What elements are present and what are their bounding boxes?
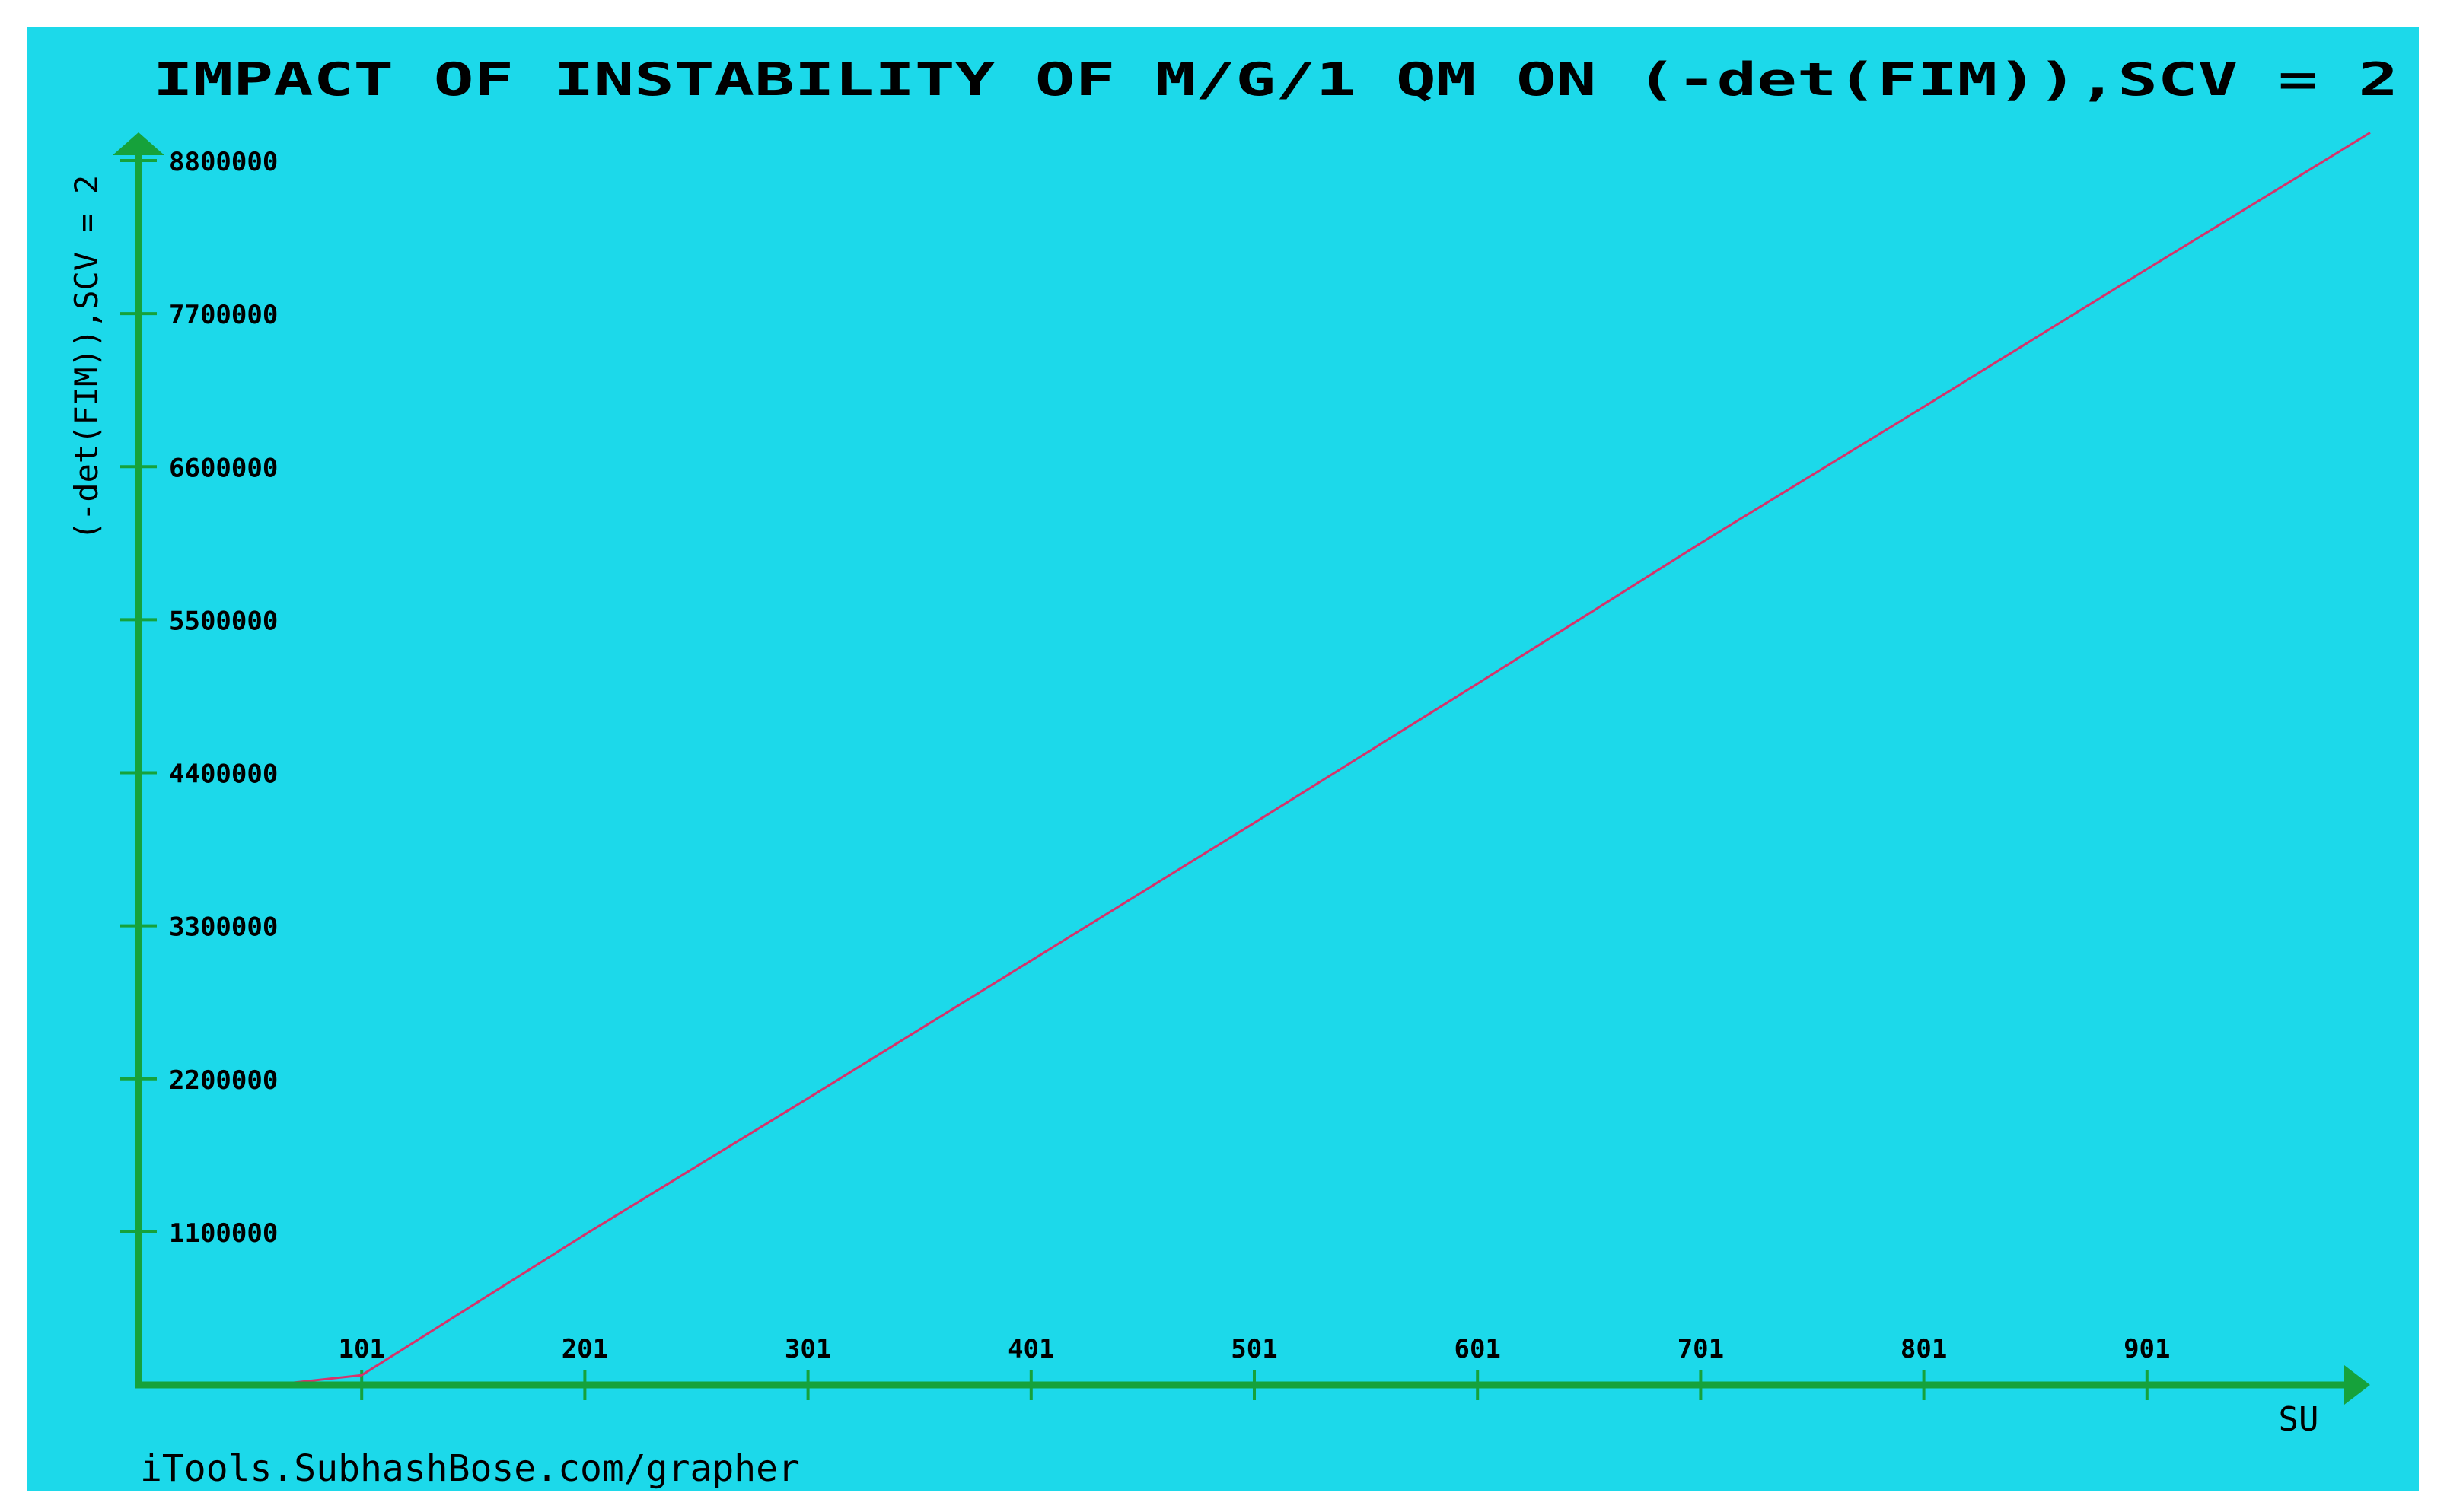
y-tick-label: 1100000 bbox=[169, 1218, 278, 1249]
y-tick-label: 5500000 bbox=[169, 606, 278, 636]
y-tick-label: 2200000 bbox=[169, 1065, 278, 1096]
y-tick-label: 4400000 bbox=[169, 759, 278, 790]
x-tick-label: 101 bbox=[338, 1334, 384, 1364]
y-tick-label: 7700000 bbox=[169, 300, 278, 330]
x-axis-label: SU bbox=[2279, 1400, 2319, 1439]
x-tick-label: 501 bbox=[1231, 1334, 1277, 1364]
y-tick-label: 8800000 bbox=[169, 147, 278, 177]
chart-title: IMPACT OF INSTABILITY OF M/G/1 QM ON (-d… bbox=[153, 53, 2398, 107]
series-line bbox=[139, 132, 2371, 1386]
x-tick-label: 201 bbox=[562, 1334, 608, 1364]
x-tick-label: 601 bbox=[1454, 1334, 1500, 1364]
x-tick-label: 701 bbox=[1678, 1334, 1724, 1364]
x-tick-label: 301 bbox=[785, 1334, 831, 1364]
y-tick-label: 3300000 bbox=[169, 912, 278, 943]
plot-background bbox=[27, 27, 2419, 1491]
y-axis-arrow-icon bbox=[113, 132, 164, 155]
footer-credit: iTools.SubhashBose.com/grapher bbox=[140, 1447, 800, 1490]
y-axis-label: (-det(FIM)),SCV = 2 bbox=[68, 175, 105, 540]
x-tick-label: 401 bbox=[1008, 1334, 1054, 1364]
x-tick-label: 801 bbox=[1901, 1334, 1947, 1364]
x-axis-ticks: 101 201 301 401 501 601 701 801 901 bbox=[338, 1334, 2171, 1400]
y-tick-label: 6600000 bbox=[169, 453, 278, 483]
x-tick-label: 901 bbox=[2124, 1334, 2170, 1364]
x-axis-arrow-icon bbox=[2344, 1365, 2370, 1405]
